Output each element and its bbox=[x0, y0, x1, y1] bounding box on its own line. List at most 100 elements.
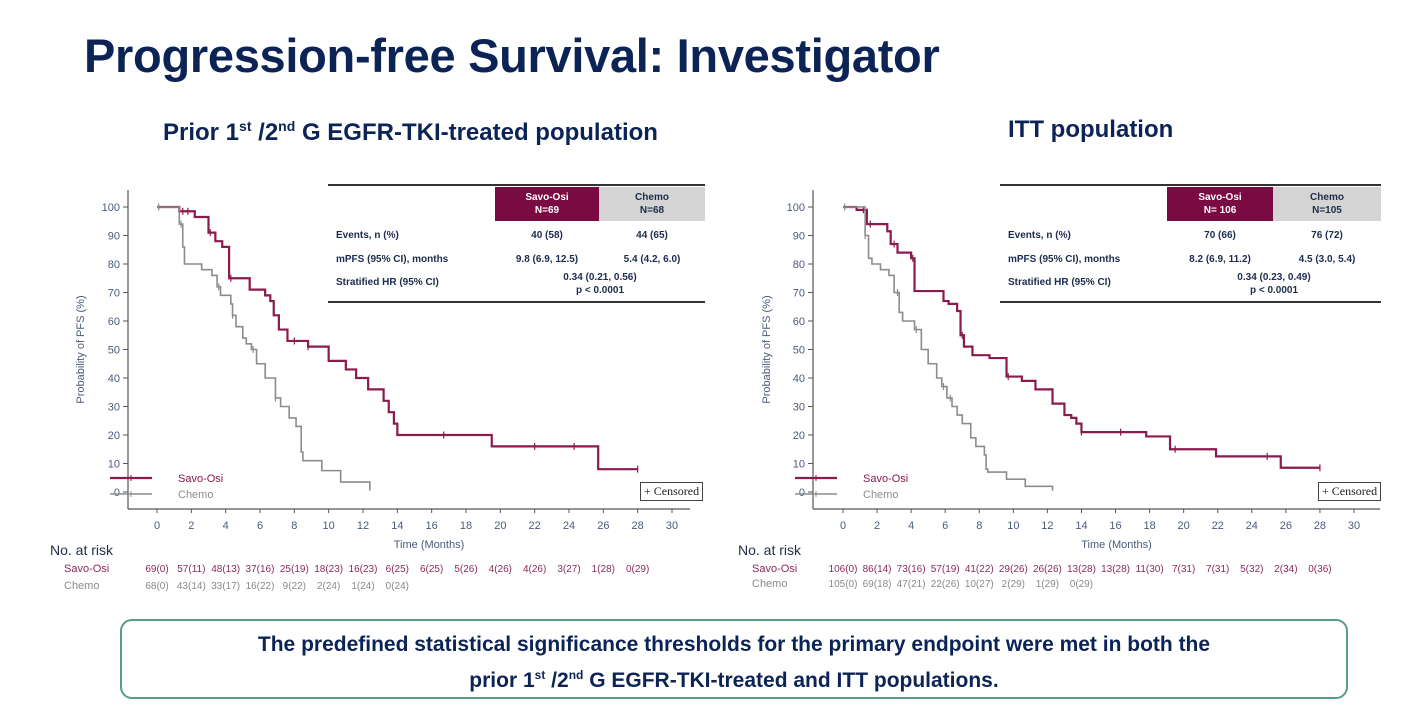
row-label-events: Events, n (%) bbox=[336, 230, 399, 241]
x-tick-label: 18 bbox=[460, 520, 472, 532]
at-risk-label-savo-right: Savo-Osi bbox=[752, 563, 798, 575]
at-risk-title-right: No. at risk bbox=[738, 542, 802, 558]
y-tick-label: 10 bbox=[108, 459, 120, 471]
at-risk-value: 4(26) bbox=[522, 564, 547, 575]
conclusion-callout: The predefined statistical significance … bbox=[120, 619, 1348, 699]
y-tick-label: 80 bbox=[108, 259, 120, 271]
header-chemo: Chemo N=68 bbox=[599, 187, 705, 221]
at-risk-value: 1(29) bbox=[1035, 579, 1060, 590]
x-tick-label: 20 bbox=[1178, 520, 1190, 532]
x-tick-label: 8 bbox=[976, 520, 982, 532]
at-risk-value: 0(24) bbox=[385, 581, 410, 592]
at-risk-value: 3(27) bbox=[557, 564, 581, 575]
y-tick-label: 40 bbox=[793, 373, 805, 385]
at-risk-value: 57(19) bbox=[930, 564, 960, 575]
y-axis-title: Probability of PFS (%) bbox=[761, 295, 773, 403]
x-tick-label: 2 bbox=[874, 520, 880, 532]
subtitle-text: /2 bbox=[251, 119, 279, 146]
x-tick-label: 16 bbox=[1109, 520, 1121, 532]
cell-mpfs-chemo: 4.5 (3.0, 5.4) bbox=[1298, 254, 1356, 265]
cell-mpfs-savo: 8.2 (6.9, 11.2) bbox=[1189, 254, 1251, 265]
at-risk-value: 25(19) bbox=[279, 564, 309, 575]
cell-events-chemo: 44 (65) bbox=[636, 230, 668, 241]
at-risk-value: 1(28) bbox=[591, 564, 616, 575]
row-label-events: Events, n (%) bbox=[1008, 230, 1071, 241]
cell-pvalue: p < 0.0001 bbox=[1249, 285, 1299, 296]
x-tick-label: 0 bbox=[154, 520, 160, 532]
at-risk-value: 47(21) bbox=[896, 579, 926, 590]
legend-label: Savo-Osi bbox=[178, 473, 223, 485]
y-axis-title: Probability of PFS (%) bbox=[75, 295, 87, 403]
x-tick-label: 22 bbox=[1212, 520, 1224, 532]
legend-label: Savo-Osi bbox=[863, 473, 908, 485]
at-risk-value: 105(0) bbox=[828, 579, 858, 590]
y-tick-label: 50 bbox=[108, 345, 120, 357]
table-bottom-rule bbox=[1000, 301, 1381, 303]
y-tick-label: 30 bbox=[793, 402, 805, 414]
at-risk-label-chemo-right: Chemo bbox=[752, 578, 788, 590]
x-tick-label: 12 bbox=[1041, 520, 1053, 532]
at-risk-value: 6(25) bbox=[385, 564, 410, 575]
subtitle-sup: nd bbox=[278, 118, 296, 134]
x-tick-label: 10 bbox=[323, 520, 335, 532]
y-tick-label: 30 bbox=[108, 402, 120, 414]
y-tick-label: 10 bbox=[793, 459, 805, 471]
stats-table-right: Savo-Osi N= 106 Chemo N=105 Events, n (%) … bbox=[1000, 184, 1381, 303]
row-label-mpfs: mPFS (95% CI), months bbox=[1008, 254, 1121, 265]
x-tick-label: 10 bbox=[1007, 520, 1019, 532]
y-tick-label: 60 bbox=[108, 316, 120, 328]
at-risk-label-savo-left: Savo-Osi bbox=[64, 563, 110, 575]
table-bottom-rule bbox=[328, 301, 705, 303]
cell-hr: 0.34 (0.21, 0.56) bbox=[563, 272, 637, 283]
y-tick-label: 0 bbox=[799, 487, 805, 499]
x-tick-label: 22 bbox=[529, 520, 541, 532]
at-risk-value: 69(18) bbox=[862, 579, 892, 590]
at-risk-value: 68(0) bbox=[145, 581, 169, 592]
at-risk-value: 0(29) bbox=[625, 564, 650, 575]
at-risk-value: 37(16) bbox=[245, 564, 275, 575]
subtitle-text: G EGFR-TKI-treated population bbox=[295, 119, 658, 146]
at-risk-value: 4(26) bbox=[488, 564, 513, 575]
x-tick-label: 4 bbox=[223, 520, 229, 532]
cell-events-savo: 40 (58) bbox=[531, 230, 563, 241]
subtitle-sup: st bbox=[239, 118, 252, 134]
cell-events-savo: 70 (66) bbox=[1204, 230, 1236, 241]
at-risk-value: 73(16) bbox=[896, 564, 926, 575]
table-top-rule bbox=[328, 184, 705, 186]
at-risk-value: 29(26) bbox=[998, 564, 1028, 575]
at-risk-value: 7(31) bbox=[1206, 564, 1230, 575]
x-tick-label: 20 bbox=[494, 520, 506, 532]
page-title: Progression-free Survival: Investigator bbox=[84, 29, 940, 82]
y-tick-label: 70 bbox=[108, 288, 120, 300]
cell-mpfs-chemo: 5.4 (4.2, 6.0) bbox=[623, 254, 681, 265]
censored-legend-left: + Censored bbox=[640, 482, 704, 501]
at-risk-value: 5(32) bbox=[1240, 564, 1264, 575]
legend-label: Chemo bbox=[863, 489, 898, 501]
at-risk-value: 43(14) bbox=[176, 581, 206, 592]
subtitle-text: ITT population bbox=[1008, 116, 1174, 143]
y-tick-label: 100 bbox=[102, 202, 120, 214]
x-tick-label: 30 bbox=[1348, 520, 1360, 532]
at-risk-value: 9(22) bbox=[282, 581, 307, 592]
callout-line-1: The predefined statistical significance … bbox=[257, 633, 1211, 656]
at-risk-value: 5(26) bbox=[454, 564, 478, 575]
x-tick-label: 24 bbox=[1246, 520, 1258, 532]
at-risk-value: 41(22) bbox=[964, 564, 994, 575]
at-risk-label-chemo-left: Chemo bbox=[64, 580, 100, 592]
row-label-hr: Stratified HR (95% CI) bbox=[336, 277, 439, 288]
at-risk-value: 2(34) bbox=[1274, 564, 1298, 575]
at-risk-value: 22(26) bbox=[930, 579, 960, 590]
at-risk-value: 1(24) bbox=[351, 581, 375, 592]
at-risk-value: 6(25) bbox=[419, 564, 444, 575]
y-tick-label: 40 bbox=[108, 373, 120, 385]
x-tick-label: 30 bbox=[666, 520, 678, 532]
x-tick-label: 12 bbox=[357, 520, 369, 532]
at-risk-value: 11(30) bbox=[1135, 564, 1164, 575]
at-risk-value: 0(29) bbox=[1069, 579, 1094, 590]
header-savo-osi: Savo-Osi N=69 bbox=[495, 187, 599, 221]
at-risk-value: 48(13) bbox=[211, 564, 241, 575]
header-chemo: Chemo N=105 bbox=[1273, 187, 1381, 221]
x-tick-label: 8 bbox=[291, 520, 297, 532]
row-label-hr: Stratified HR (95% CI) bbox=[1008, 277, 1111, 288]
